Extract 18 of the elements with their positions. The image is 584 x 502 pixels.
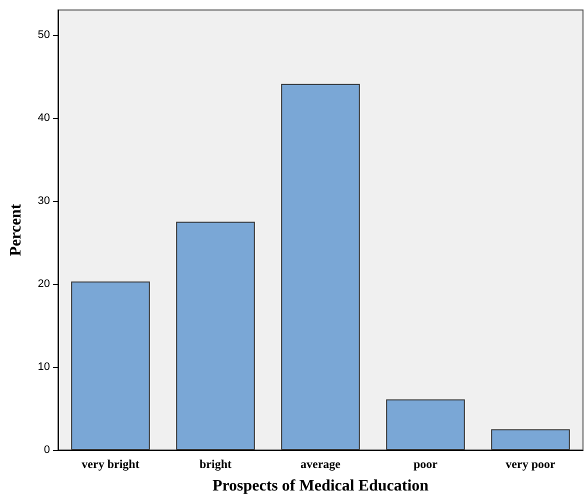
bar <box>491 429 570 450</box>
x-axis-title: Prospects of Medical Education <box>212 478 429 494</box>
y-tick-label: 50 <box>38 28 50 41</box>
x-tick-label: poor <box>414 457 438 471</box>
x-tick-label: very bright <box>82 457 140 471</box>
y-tick-label: 30 <box>38 194 50 207</box>
bar <box>176 222 255 450</box>
bar <box>386 399 465 450</box>
y-tick-label: 10 <box>38 360 50 373</box>
y-tick-label: 0 <box>44 444 50 456</box>
y-axis-title: Percent <box>8 203 24 256</box>
y-tick-label: 20 <box>38 278 50 290</box>
bar <box>281 84 360 450</box>
y-tick-label: 40 <box>38 112 50 124</box>
x-tick-label: very poor <box>506 457 556 471</box>
bar <box>71 281 150 450</box>
x-tick-label: bright <box>199 457 232 471</box>
x-tick-label: average <box>300 457 342 471</box>
